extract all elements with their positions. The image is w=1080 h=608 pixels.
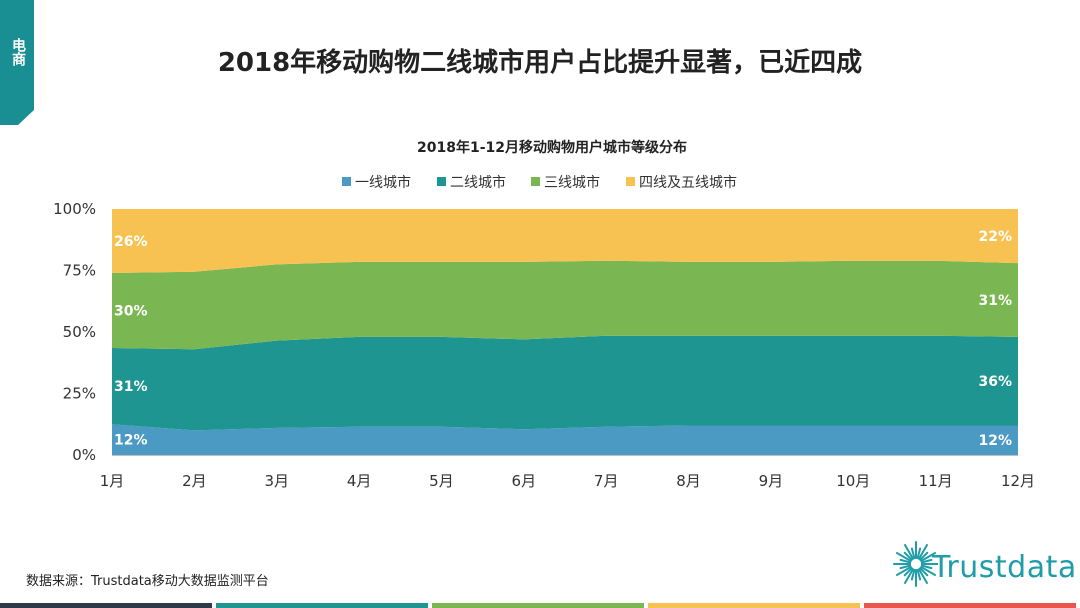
sunburst-ray [918,568,928,585]
legend-swatch [437,177,446,186]
legend-label: 二线城市 [450,174,506,191]
sunburst-ray [916,547,922,560]
chart-legend: 一线城市 二线城市 三线城市 四线及五线城市 [342,174,737,191]
sunburst-ray [920,566,937,576]
bottom-bar-segment [216,603,428,608]
sunburst-ray [919,551,929,561]
x-tick-label: 6月 [512,472,537,490]
area-二线城市 [112,335,1018,431]
data-label: 31% [114,379,148,395]
data-label: 22% [978,229,1012,245]
data-labels: 12% 31% 30% 26% 12% 36% 31% 22% [114,229,1012,449]
x-axis: 1月 2月 3月 4月 5月 6月 7月 8月 9月 10月 11月 12月 [100,455,1035,490]
stacked-area-chart: 2018年1-12月移动购物用户城市等级分布 一线城市 二线城市 三线城市 四线及五线… [53,139,1035,490]
sunburst-ray [920,552,937,562]
x-tick-label: 4月 [347,472,372,490]
chart-areas [112,209,1018,455]
corner-tab: 电商 [0,0,34,125]
data-label: 12% [114,433,148,449]
data-label: 31% [978,293,1012,309]
x-tick-label: 11月 [919,472,953,490]
sunburst-ray [910,568,916,581]
source-note: 数据来源：Trustdata移动大数据监测平台 [26,574,269,589]
sunburst-ray [920,564,933,570]
sunburst-ray [918,543,928,560]
sunburst-ray [919,567,929,577]
sunburst-ray [899,564,912,570]
sunburst-ray [916,568,922,581]
sunburst-ray [904,568,914,585]
logo-text: Trustdata [932,550,1077,585]
legend-label: 四线及五线城市 [639,174,737,191]
legend-label: 一线城市 [355,174,411,191]
legend-swatch [626,177,635,186]
legend-label: 三线城市 [544,174,600,191]
trustdata-logo: Trustdata [892,536,1076,592]
x-tick-label: 3月 [264,472,289,490]
sunburst-ray [910,547,916,560]
sunburst-ray [903,551,913,561]
bottom-bar-segment [432,603,644,608]
sunburst-ray [899,558,912,564]
y-tick-label: 50% [63,323,96,341]
area-三线城市 [112,260,1018,350]
y-tick-label: 100% [53,200,96,218]
x-tick-label: 1月 [100,472,125,490]
sunburst-ray [895,566,912,576]
area-一线城市 [112,424,1018,455]
bottom-bar-segment [648,603,860,608]
y-axis: 0% 25% 50% 75% 100% [53,200,96,464]
data-label: 12% [978,433,1012,449]
y-tick-label: 0% [72,446,96,464]
legend-swatch [342,177,351,186]
data-label: 26% [114,234,148,250]
y-tick-label: 25% [63,385,96,403]
page-title: 2018年移动购物二线城市用户占比提升显著，已近四成 [217,48,863,78]
x-tick-label: 7月 [594,472,619,490]
sunburst-ray [903,567,913,577]
legend-swatch [531,177,540,186]
chart-title: 2018年1-12月移动购物用户城市等级分布 [417,139,687,156]
sunburst-icon [893,541,939,587]
corner-tab-shape [0,0,34,125]
data-label: 36% [978,374,1012,390]
x-tick-label: 10月 [836,472,870,490]
x-tick-label: 9月 [759,472,784,490]
sunburst-ray [904,543,914,560]
x-tick-label: 8月 [676,472,701,490]
x-tick-label: 12月 [1001,472,1035,490]
bottom-bar-segment [0,603,212,608]
area-四线及五线城市 [112,209,1018,273]
sunburst-ray [895,552,912,562]
bottom-color-bar [0,603,1080,608]
data-label: 30% [114,303,148,319]
y-tick-label: 75% [63,262,96,280]
corner-tab-label: 电商 [10,38,26,66]
sunburst-ray [920,558,933,564]
x-tick-label: 2月 [182,472,207,490]
x-tick-label: 5月 [429,472,454,490]
bottom-bar-segment [864,603,1076,608]
